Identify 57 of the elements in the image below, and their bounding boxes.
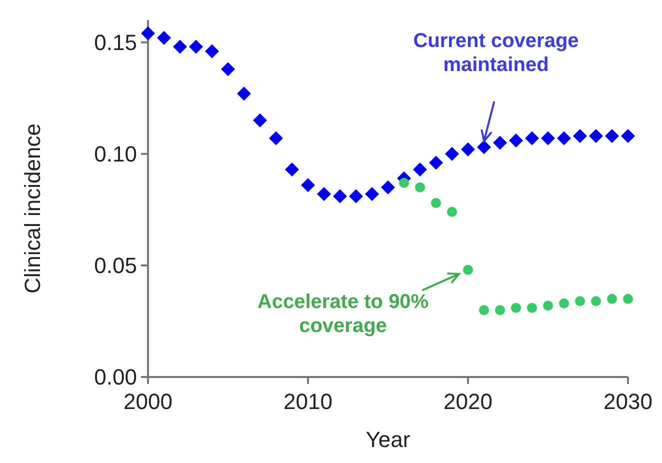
y-tick-label: 0.00 xyxy=(94,364,137,390)
x-tick-label: 2000 xyxy=(124,389,172,414)
point xyxy=(525,131,539,146)
point xyxy=(589,129,603,144)
point xyxy=(413,162,427,176)
point xyxy=(333,189,347,204)
x-axis-title: Year xyxy=(366,427,410,452)
point xyxy=(527,302,537,313)
point xyxy=(591,296,601,306)
point xyxy=(317,187,331,202)
point xyxy=(541,131,555,146)
point xyxy=(173,40,187,54)
point xyxy=(431,198,441,208)
point xyxy=(415,182,425,192)
point xyxy=(495,305,505,316)
point xyxy=(141,26,155,40)
y-axis-title: Clinical incidence xyxy=(20,124,45,294)
point xyxy=(605,129,619,144)
point xyxy=(575,296,585,306)
point xyxy=(607,294,617,304)
point xyxy=(429,156,443,170)
y-tick-label: 0.10 xyxy=(94,142,137,167)
point xyxy=(509,133,523,148)
point xyxy=(157,30,171,45)
point xyxy=(461,142,475,156)
point xyxy=(447,206,457,217)
point xyxy=(269,131,283,146)
point xyxy=(477,140,491,154)
point xyxy=(623,294,633,304)
point xyxy=(189,40,203,54)
point xyxy=(445,146,459,161)
point xyxy=(511,302,521,313)
point xyxy=(463,264,473,275)
x-tick-label: 2010 xyxy=(284,389,332,414)
point xyxy=(543,300,553,311)
point xyxy=(399,178,409,188)
annotation: Current coverage maintained xyxy=(413,30,579,76)
point xyxy=(237,86,251,101)
point xyxy=(285,162,299,176)
annotation: Accelerate to 90% coverage xyxy=(257,290,429,337)
point xyxy=(349,189,363,204)
point xyxy=(493,136,507,150)
point xyxy=(365,187,379,202)
y-tick-label: 0.15 xyxy=(94,30,137,56)
y-tick-label: 0.05 xyxy=(94,253,137,278)
point xyxy=(205,44,219,58)
x-tick-label: 2030 xyxy=(604,389,652,414)
point xyxy=(221,62,235,76)
point xyxy=(573,129,587,144)
point xyxy=(479,305,489,316)
point xyxy=(301,178,315,192)
point xyxy=(621,129,635,144)
point xyxy=(557,131,571,146)
x-tick-label: 2020 xyxy=(444,389,492,414)
point xyxy=(559,298,569,308)
point xyxy=(381,180,395,194)
point xyxy=(253,113,267,128)
